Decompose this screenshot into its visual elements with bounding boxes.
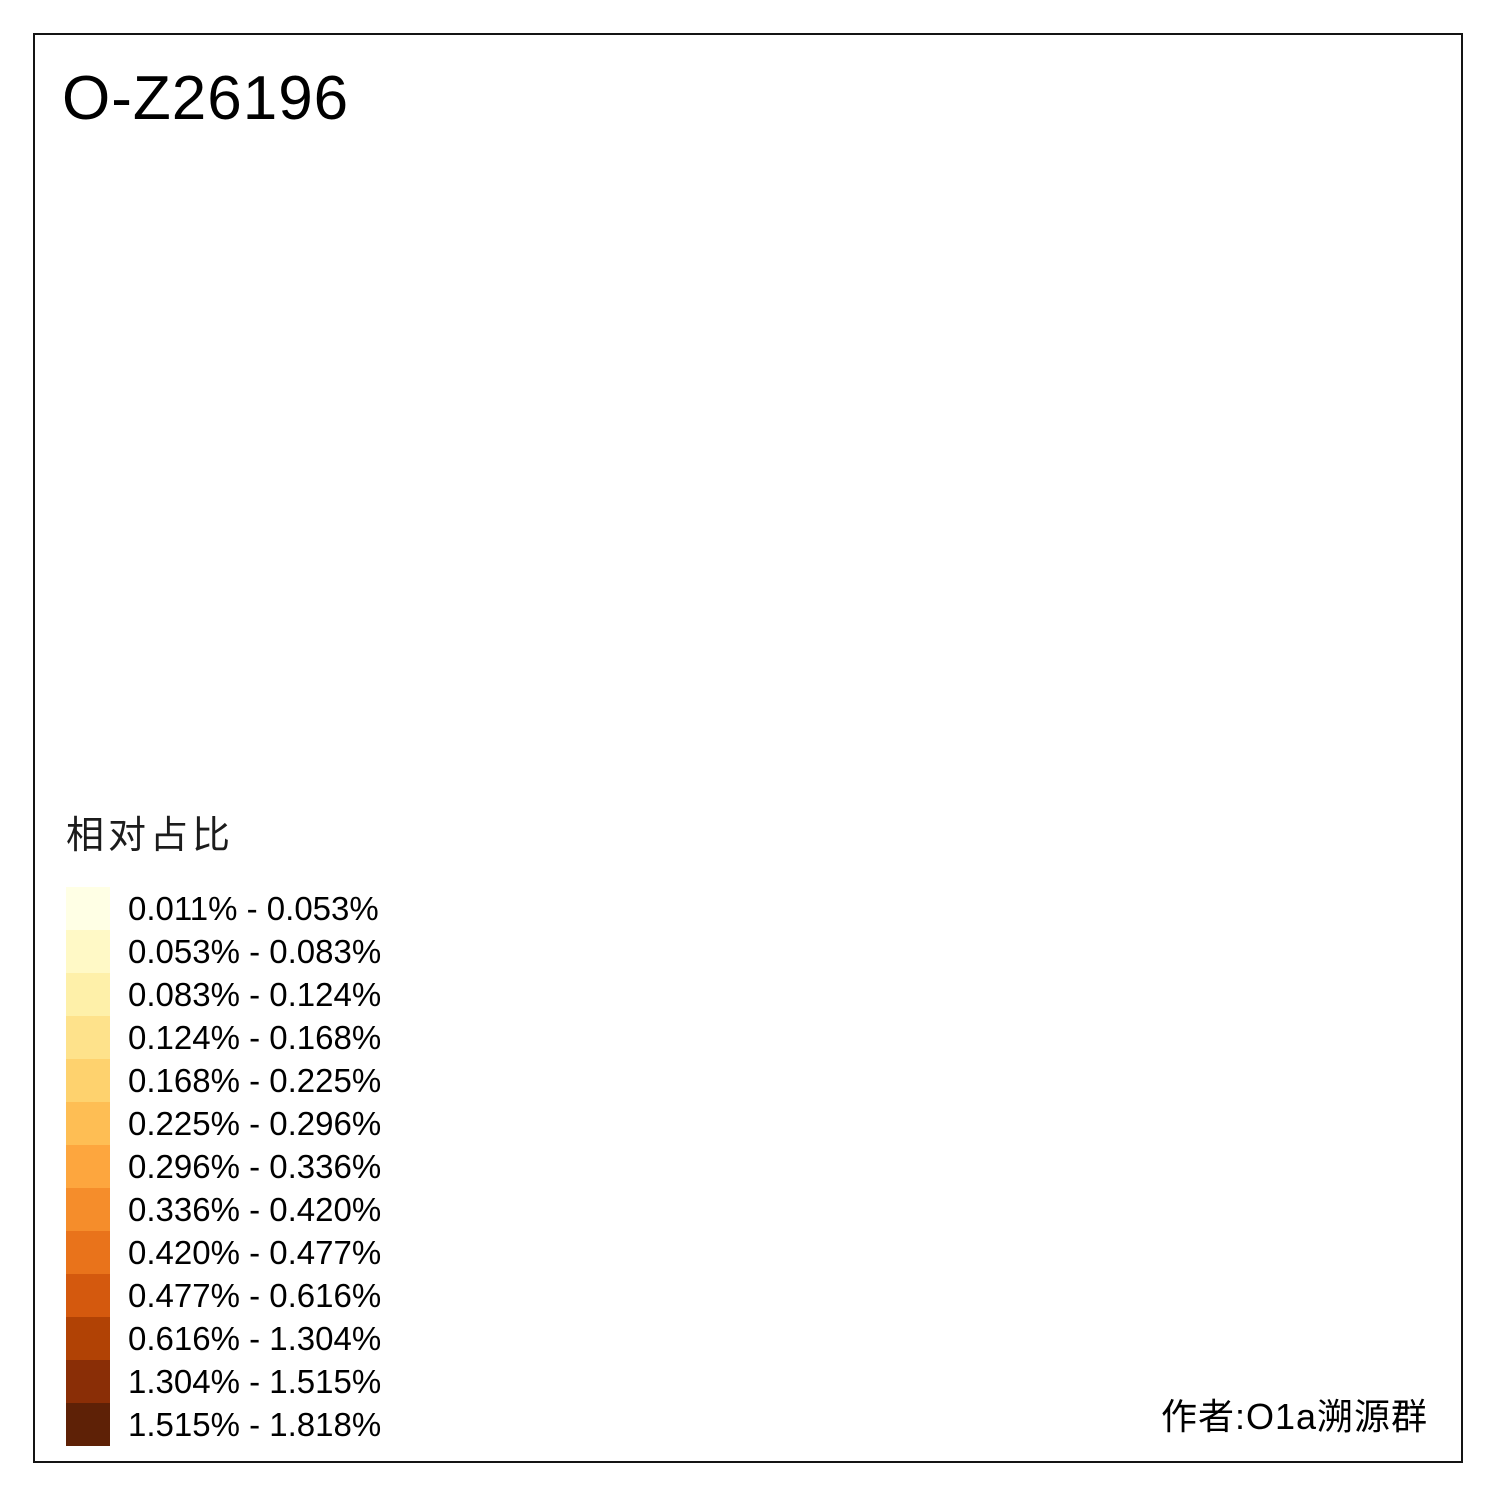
- legend-swatch: [66, 930, 110, 973]
- legend: 相对占比 0.011% - 0.053% 0.053% - 0.083% 0.083…: [66, 804, 381, 1446]
- legend-label: 0.011% - 0.053%: [128, 889, 379, 927]
- legend-label: 0.420% - 0.477%: [128, 1233, 382, 1271]
- legend-label: 0.053% - 0.083%: [128, 932, 382, 970]
- legend-row: 0.168% - 0.225%: [66, 1059, 381, 1102]
- legend-row: 0.336% - 0.420%: [66, 1188, 381, 1231]
- legend-row: 0.296% - 0.336%: [66, 1145, 381, 1188]
- legend-row: 0.083% - 0.124%: [66, 973, 381, 1016]
- legend-label: 0.477% - 0.616%: [128, 1276, 382, 1314]
- legend-row: 0.011% - 0.053%: [66, 887, 381, 930]
- legend-swatch: [66, 1102, 110, 1145]
- legend-row: 0.225% - 0.296%: [66, 1102, 381, 1145]
- legend-row: 0.124% - 0.168%: [66, 1016, 381, 1059]
- legend-swatch: [66, 1016, 110, 1059]
- legend-swatch: [66, 1231, 110, 1274]
- legend-swatch: [66, 1188, 110, 1231]
- legend-label: 0.124% - 0.168%: [128, 1018, 382, 1056]
- legend-row: 1.515% - 1.818%: [66, 1403, 381, 1446]
- legend-label: 1.304% - 1.515%: [128, 1362, 382, 1400]
- legend-swatch: [66, 1145, 110, 1188]
- legend-swatch: [66, 1403, 110, 1446]
- legend-swatch: [66, 973, 110, 1016]
- legend-label: 0.336% - 0.420%: [128, 1190, 382, 1228]
- legend-label: 0.168% - 0.225%: [128, 1061, 382, 1099]
- legend-swatch: [66, 1274, 110, 1317]
- legend-row: 0.053% - 0.083%: [66, 930, 381, 973]
- legend-row: 0.477% - 0.616%: [66, 1274, 381, 1317]
- legend-label: 1.515% - 1.818%: [128, 1405, 382, 1443]
- legend-swatch: [66, 887, 110, 930]
- legend-swatch: [66, 1317, 110, 1360]
- legend-title: 相对占比: [66, 815, 235, 857]
- legend-swatch: [66, 1059, 110, 1102]
- legend-row: 0.420% - 0.477%: [66, 1231, 381, 1274]
- legend-swatch: [66, 1360, 110, 1403]
- plot-title: O-Z26196: [62, 64, 350, 133]
- legend-row: 1.304% - 1.515%: [66, 1360, 381, 1403]
- legend-label: 0.083% - 0.124%: [128, 975, 382, 1013]
- legend-label: 0.616% - 1.304%: [128, 1319, 382, 1357]
- legend-label: 0.296% - 0.336%: [128, 1147, 382, 1185]
- legend-label: 0.225% - 0.296%: [128, 1104, 382, 1142]
- legend-row: 0.616% - 1.304%: [66, 1317, 381, 1360]
- legend-items: 0.011% - 0.053% 0.053% - 0.083% 0.083% - 0…: [66, 887, 381, 1446]
- plot-frame: [33, 33, 1463, 1463]
- attribution: 作者:O1a溯源群: [1160, 1396, 1428, 1437]
